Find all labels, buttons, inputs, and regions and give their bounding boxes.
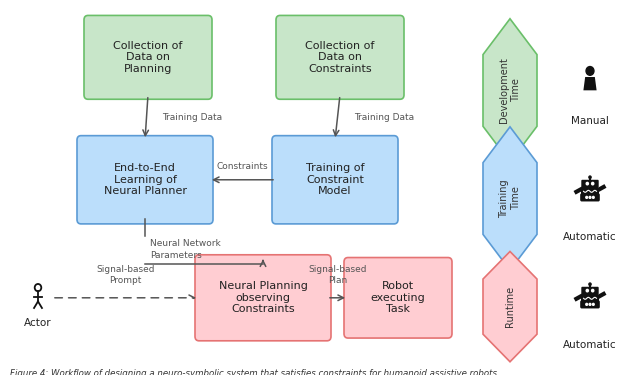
Text: Development
Time: Development Time [499, 57, 521, 123]
Circle shape [593, 196, 594, 198]
Text: Neural Planning
observing
Constraints: Neural Planning observing Constraints [219, 281, 307, 314]
Circle shape [586, 182, 588, 185]
Text: Robot
executing
Task: Robot executing Task [371, 281, 426, 314]
Text: Collection of
Data on
Planning: Collection of Data on Planning [113, 41, 182, 74]
Circle shape [591, 182, 594, 185]
Text: Training of
Constraint
Model: Training of Constraint Model [306, 163, 364, 196]
Circle shape [586, 66, 594, 75]
Polygon shape [483, 19, 537, 162]
Circle shape [589, 196, 591, 198]
FancyBboxPatch shape [276, 15, 404, 99]
Text: Neural Network: Neural Network [150, 239, 221, 248]
FancyBboxPatch shape [195, 255, 331, 341]
Circle shape [591, 290, 594, 292]
Text: Automatic: Automatic [563, 232, 617, 242]
Circle shape [589, 303, 591, 305]
Text: Automatic: Automatic [563, 340, 617, 350]
FancyBboxPatch shape [272, 136, 398, 224]
FancyBboxPatch shape [580, 188, 599, 195]
FancyBboxPatch shape [344, 258, 452, 338]
Circle shape [586, 290, 588, 292]
Text: Training
Time: Training Time [499, 179, 521, 218]
Polygon shape [483, 252, 537, 362]
FancyBboxPatch shape [84, 15, 212, 99]
FancyBboxPatch shape [581, 180, 598, 188]
Polygon shape [483, 127, 537, 270]
Text: Signal-based
Plan: Signal-based Plan [308, 265, 367, 285]
Circle shape [593, 303, 594, 305]
Text: Manual: Manual [571, 116, 609, 126]
Text: Runtime: Runtime [505, 286, 515, 327]
FancyBboxPatch shape [580, 193, 600, 201]
Text: Collection of
Data on
Constraints: Collection of Data on Constraints [305, 41, 374, 74]
Text: Training Data: Training Data [162, 113, 222, 122]
Circle shape [586, 196, 588, 198]
Circle shape [586, 303, 588, 305]
Text: Actor: Actor [24, 318, 52, 328]
FancyBboxPatch shape [580, 295, 599, 302]
Circle shape [589, 176, 591, 178]
FancyBboxPatch shape [77, 136, 213, 224]
FancyBboxPatch shape [581, 287, 598, 295]
Text: Constraints: Constraints [217, 162, 268, 171]
Circle shape [589, 283, 591, 285]
Text: Parameters: Parameters [150, 251, 202, 260]
Text: End-to-End
Learning of
Neural Planner: End-to-End Learning of Neural Planner [104, 163, 186, 196]
Text: Figure 4: Workflow of designing a neuro-symbolic system that satisfies constrain: Figure 4: Workflow of designing a neuro-… [10, 369, 500, 375]
Text: Signal-based
Prompt: Signal-based Prompt [96, 265, 155, 285]
FancyBboxPatch shape [580, 300, 600, 309]
Text: Training Data: Training Data [354, 113, 414, 122]
Polygon shape [584, 77, 596, 90]
